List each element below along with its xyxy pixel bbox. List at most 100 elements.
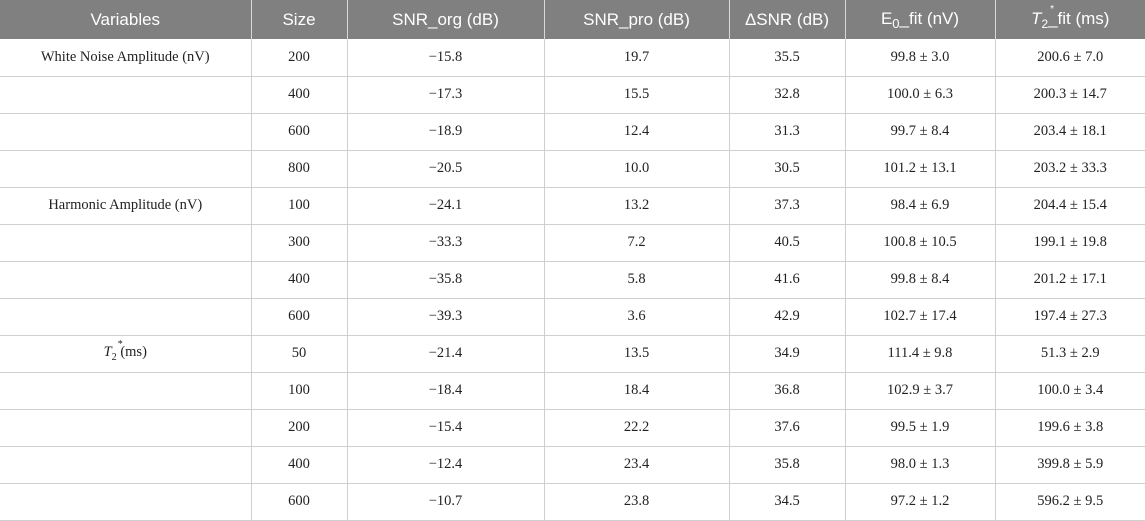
cell-t2-fit: 51.3 ± 2.9 (994, 335, 1145, 373)
cell-e0-fit: 102.9 ± 3.7 (844, 372, 995, 410)
cell-size: 600 (250, 298, 347, 336)
cell-size: 600 (250, 483, 347, 521)
cell-variable-empty (0, 261, 251, 299)
cell-t2-fit: 199.6 ± 3.8 (994, 409, 1145, 447)
header-e0-letter: E (880, 8, 893, 28)
cell-snr-org: −21.4 (346, 335, 544, 373)
cell-snr-org: −39.3 (346, 298, 544, 336)
cell-variable-empty (0, 372, 251, 410)
cell-e0-fit: 101.2 ± 13.1 (844, 150, 995, 188)
table-row: 400 −12.4 23.4 35.8 98.0 ± 1.3 399.8 ± 5… (0, 446, 1145, 484)
cell-delta-snr: 36.8 (728, 372, 845, 410)
cell-size: 600 (250, 113, 347, 151)
cell-e0-fit: 100.8 ± 10.5 (844, 224, 995, 262)
cell-snr-pro: 18.4 (543, 372, 729, 410)
cell-snr-pro: 13.2 (543, 187, 729, 225)
cell-variable-empty (0, 150, 251, 188)
header-snr-org: SNR_org (dB) (346, 0, 544, 39)
cell-size: 200 (250, 39, 347, 77)
cell-delta-snr: 37.6 (728, 409, 845, 447)
table-row: White Noise Amplitude (nV) 200 −15.8 19.… (0, 39, 1145, 77)
cell-delta-snr: 42.9 (728, 298, 845, 336)
cell-t2-fit: 596.2 ± 9.5 (994, 483, 1145, 521)
group-label-harmonic: Harmonic Amplitude (nV) (0, 187, 251, 225)
cell-variable-empty (0, 298, 251, 336)
table-row: 100 −18.4 18.4 36.8 102.9 ± 3.7 100.0 ± … (0, 372, 1145, 410)
header-t2-fit: T2 * _fit (ms) (994, 0, 1145, 39)
header-e0-subscript: 0 (892, 15, 900, 31)
cell-snr-pro: 7.2 (543, 224, 729, 262)
cell-snr-pro: 22.2 (543, 409, 729, 447)
cell-snr-pro: 12.4 (543, 113, 729, 151)
table-row: 200 −15.4 22.2 37.6 99.5 ± 1.9 199.6 ± 3… (0, 409, 1145, 447)
table-row: 400 −35.8 5.8 41.6 99.8 ± 8.4 201.2 ± 17… (0, 261, 1145, 299)
table-row: Harmonic Amplitude (nV) 100 −24.1 13.2 3… (0, 187, 1145, 225)
cell-snr-org: −12.4 (346, 446, 544, 484)
header-t2-letter: T (1031, 8, 1042, 28)
cell-variable-empty (0, 224, 251, 262)
cell-size: 50 (250, 335, 347, 373)
cell-variable-empty (0, 113, 251, 151)
table-row: 400 −17.3 15.5 32.8 100.0 ± 6.3 200.3 ± … (0, 76, 1145, 114)
cell-delta-snr: 34.9 (728, 335, 845, 373)
table-row: 300 −33.3 7.2 40.5 100.8 ± 10.5 199.1 ± … (0, 224, 1145, 262)
header-t2-subscript: 2 (1041, 16, 1049, 31)
cell-snr-pro: 19.7 (543, 39, 729, 77)
cell-snr-pro: 13.5 (543, 335, 729, 373)
cell-size: 800 (250, 150, 347, 188)
cell-snr-org: −20.5 (346, 150, 544, 188)
cell-snr-pro: 15.5 (543, 76, 729, 114)
cell-size: 400 (250, 261, 347, 299)
cell-snr-org: −15.4 (346, 409, 544, 447)
cell-t2-fit: 200.6 ± 7.0 (994, 39, 1145, 77)
cell-snr-org: −17.3 (346, 76, 544, 114)
cell-t2-fit: 204.4 ± 15.4 (994, 187, 1145, 225)
cell-snr-pro: 5.8 (543, 261, 729, 299)
cell-delta-snr: 40.5 (728, 224, 845, 262)
header-size: Size (250, 0, 347, 39)
cell-variable-empty (0, 76, 251, 114)
header-t2-symbol: T2 * (1031, 4, 1054, 31)
cell-snr-pro: 23.8 (543, 483, 729, 521)
group-t2-letter: T (103, 344, 112, 360)
group-t2-suffix: (ms) (116, 344, 147, 360)
cell-e0-fit: 99.8 ± 8.4 (844, 261, 995, 299)
cell-snr-pro: 10.0 (543, 150, 729, 188)
cell-e0-fit: 99.8 ± 3.0 (844, 39, 995, 77)
cell-e0-fit: 102.7 ± 17.4 (844, 298, 995, 336)
header-e0-suffix: _fit (nV) (899, 8, 960, 28)
group-t2-subscript: 2 (111, 352, 117, 363)
cell-t2-fit: 197.4 ± 27.3 (994, 298, 1145, 336)
cell-t2-fit: 100.0 ± 3.4 (994, 372, 1145, 410)
header-t2-suffix: _fit (ms) (1048, 8, 1110, 28)
group-t2-superscript: * (117, 339, 123, 350)
table-row: 600 −39.3 3.6 42.9 102.7 ± 17.4 197.4 ± … (0, 298, 1145, 336)
table-row: 600 −10.7 23.8 34.5 97.2 ± 1.2 596.2 ± 9… (0, 483, 1145, 521)
table-body: White Noise Amplitude (nV) 200 −15.8 19.… (0, 39, 1145, 521)
cell-e0-fit: 98.0 ± 1.3 (844, 446, 995, 484)
cell-snr-pro: 23.4 (543, 446, 729, 484)
cell-t2-fit: 203.2 ± 33.3 (994, 150, 1145, 188)
cell-size: 100 (250, 187, 347, 225)
group-label-white-noise: White Noise Amplitude (nV) (0, 39, 251, 77)
cell-variable-empty (0, 446, 251, 484)
cell-size: 400 (250, 446, 347, 484)
header-row: Variables Size SNR_org (dB) SNR_pro (dB)… (0, 0, 1145, 39)
cell-e0-fit: 100.0 ± 6.3 (844, 76, 995, 114)
cell-variable-empty (0, 483, 251, 521)
cell-variable-empty (0, 409, 251, 447)
cell-size: 200 (250, 409, 347, 447)
cell-size: 100 (250, 372, 347, 410)
table-header: Variables Size SNR_org (dB) SNR_pro (dB)… (0, 0, 1145, 39)
cell-t2-fit: 399.8 ± 5.9 (994, 446, 1145, 484)
cell-t2-fit: 201.2 ± 17.1 (994, 261, 1145, 299)
cell-e0-fit: 111.4 ± 9.8 (844, 335, 995, 373)
header-snr-pro: SNR_pro (dB) (543, 0, 729, 39)
cell-snr-org: −15.8 (346, 39, 544, 77)
table-row: 800 −20.5 10.0 30.5 101.2 ± 13.1 203.2 ±… (0, 150, 1145, 188)
header-e0-fit: E0_fit (nV) (844, 0, 995, 39)
cell-delta-snr: 30.5 (728, 150, 845, 188)
cell-size: 300 (250, 224, 347, 262)
cell-t2-fit: 200.3 ± 14.7 (994, 76, 1145, 114)
